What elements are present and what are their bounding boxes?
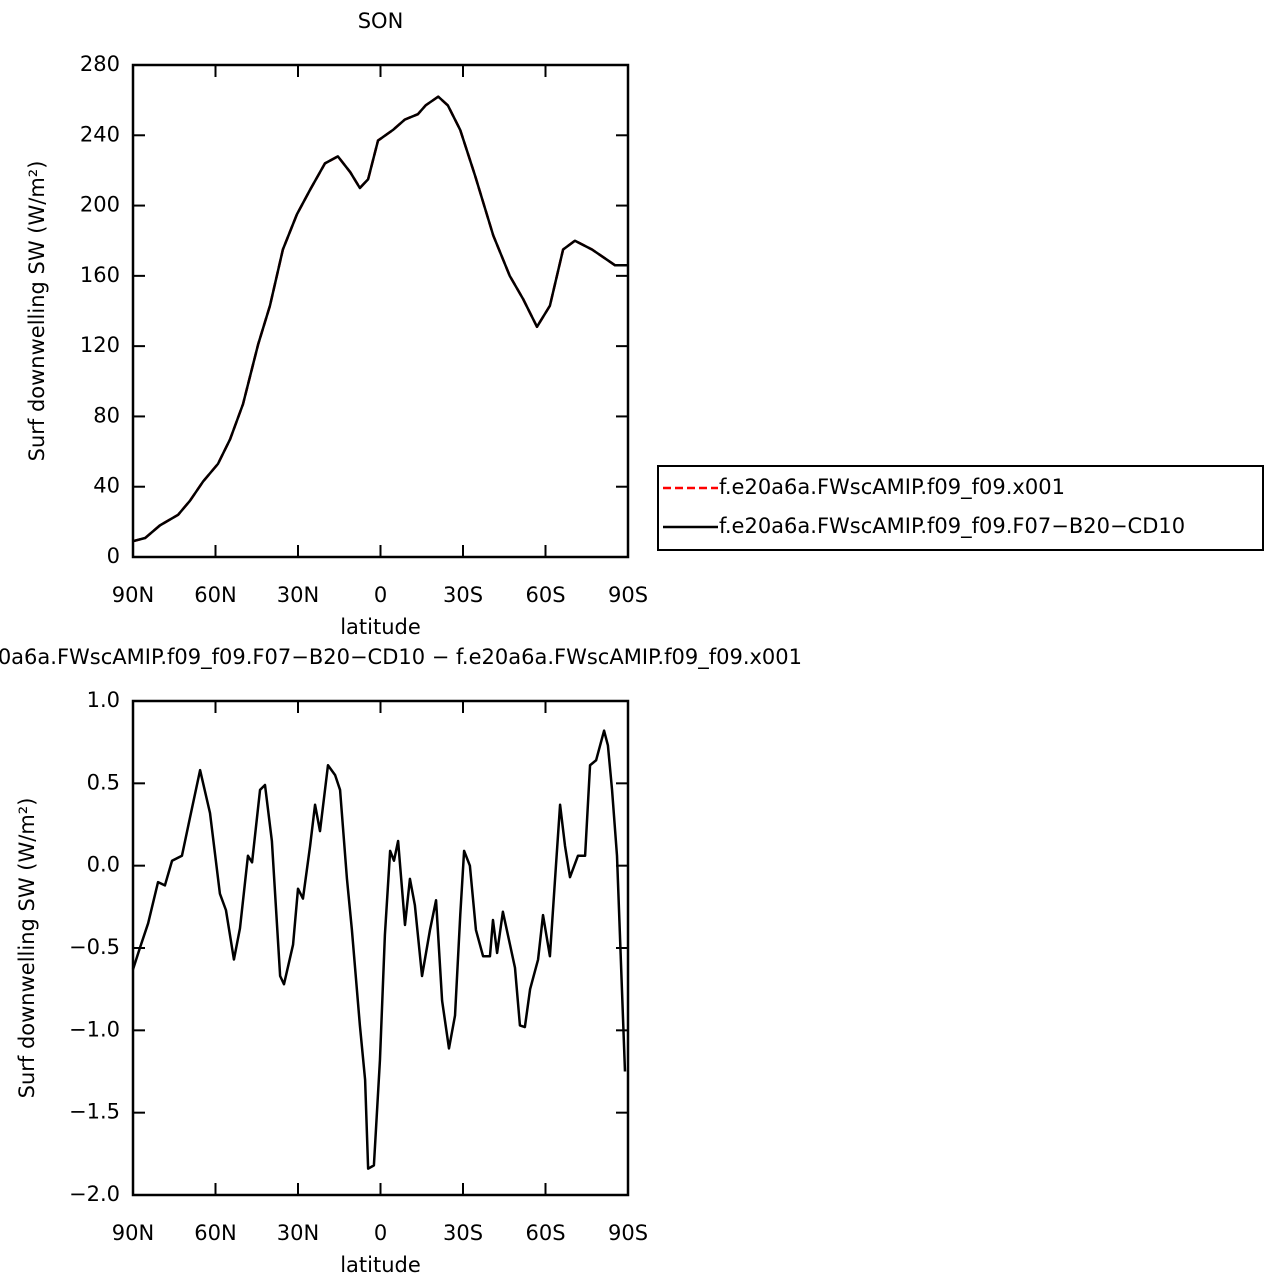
y-tick-label: −1.5 bbox=[69, 1100, 120, 1124]
y-axis-label: Surf downwelling SW (W/m²) bbox=[15, 798, 39, 1099]
y-tick-label: 80 bbox=[93, 403, 120, 427]
x-tick-label: 90N bbox=[112, 1221, 154, 1245]
y-tick-label: 40 bbox=[93, 474, 120, 498]
legend-box bbox=[657, 465, 1264, 551]
x-tick-label: 60S bbox=[525, 583, 565, 607]
series-line bbox=[131, 729, 627, 1170]
y-tick-label: 120 bbox=[80, 333, 120, 357]
x-axis-label: latitude bbox=[340, 615, 421, 639]
x-tick-label: 60N bbox=[194, 1221, 236, 1245]
x-tick-label: 30N bbox=[277, 1221, 319, 1245]
chart-title: SON bbox=[358, 9, 404, 33]
y-tick-label: −0.5 bbox=[69, 935, 120, 959]
plot-frame bbox=[131, 63, 630, 559]
series-line bbox=[132, 95, 628, 543]
series-line bbox=[132, 95, 628, 543]
y-tick-label: 1.0 bbox=[87, 688, 120, 712]
x-tick-label: 30N bbox=[277, 583, 319, 607]
y-tick-label: −1.0 bbox=[69, 1017, 120, 1041]
x-tick-label: 0 bbox=[374, 583, 387, 607]
x-tick-label: 30S bbox=[443, 1221, 483, 1245]
x-tick-label: 90S bbox=[608, 1221, 648, 1245]
x-tick-label: 90N bbox=[112, 583, 154, 607]
x-tick-label: 0 bbox=[374, 1221, 387, 1245]
chart-title: f.e20a6a.FWscAMIP.f09_f09.F07−B20−CD10 −… bbox=[0, 645, 802, 670]
legend-label: f.e20a6a.FWscAMIP.f09_f09.x001 bbox=[719, 475, 1065, 500]
plot-frame bbox=[131, 699, 630, 1197]
legend-label: f.e20a6a.FWscAMIP.f09_f09.F07−B20−CD10 bbox=[719, 514, 1185, 539]
x-tick-label: 60N bbox=[194, 583, 236, 607]
y-tick-label: 280 bbox=[80, 52, 120, 76]
y-tick-label: 200 bbox=[80, 193, 120, 217]
y-tick-label: −2.0 bbox=[69, 1182, 120, 1206]
y-tick-label: 240 bbox=[80, 122, 120, 146]
y-tick-label: 160 bbox=[80, 263, 120, 287]
y-tick-label: 0 bbox=[107, 544, 120, 568]
x-tick-label: 30S bbox=[443, 583, 483, 607]
x-tick-label: 90S bbox=[608, 583, 648, 607]
x-axis-label: latitude bbox=[340, 1253, 421, 1277]
y-tick-label: 0.5 bbox=[87, 770, 120, 794]
y-tick-label: 0.0 bbox=[87, 853, 120, 877]
x-tick-label: 60S bbox=[525, 1221, 565, 1245]
y-axis-label: Surf downwelling SW (W/m²) bbox=[25, 161, 49, 462]
